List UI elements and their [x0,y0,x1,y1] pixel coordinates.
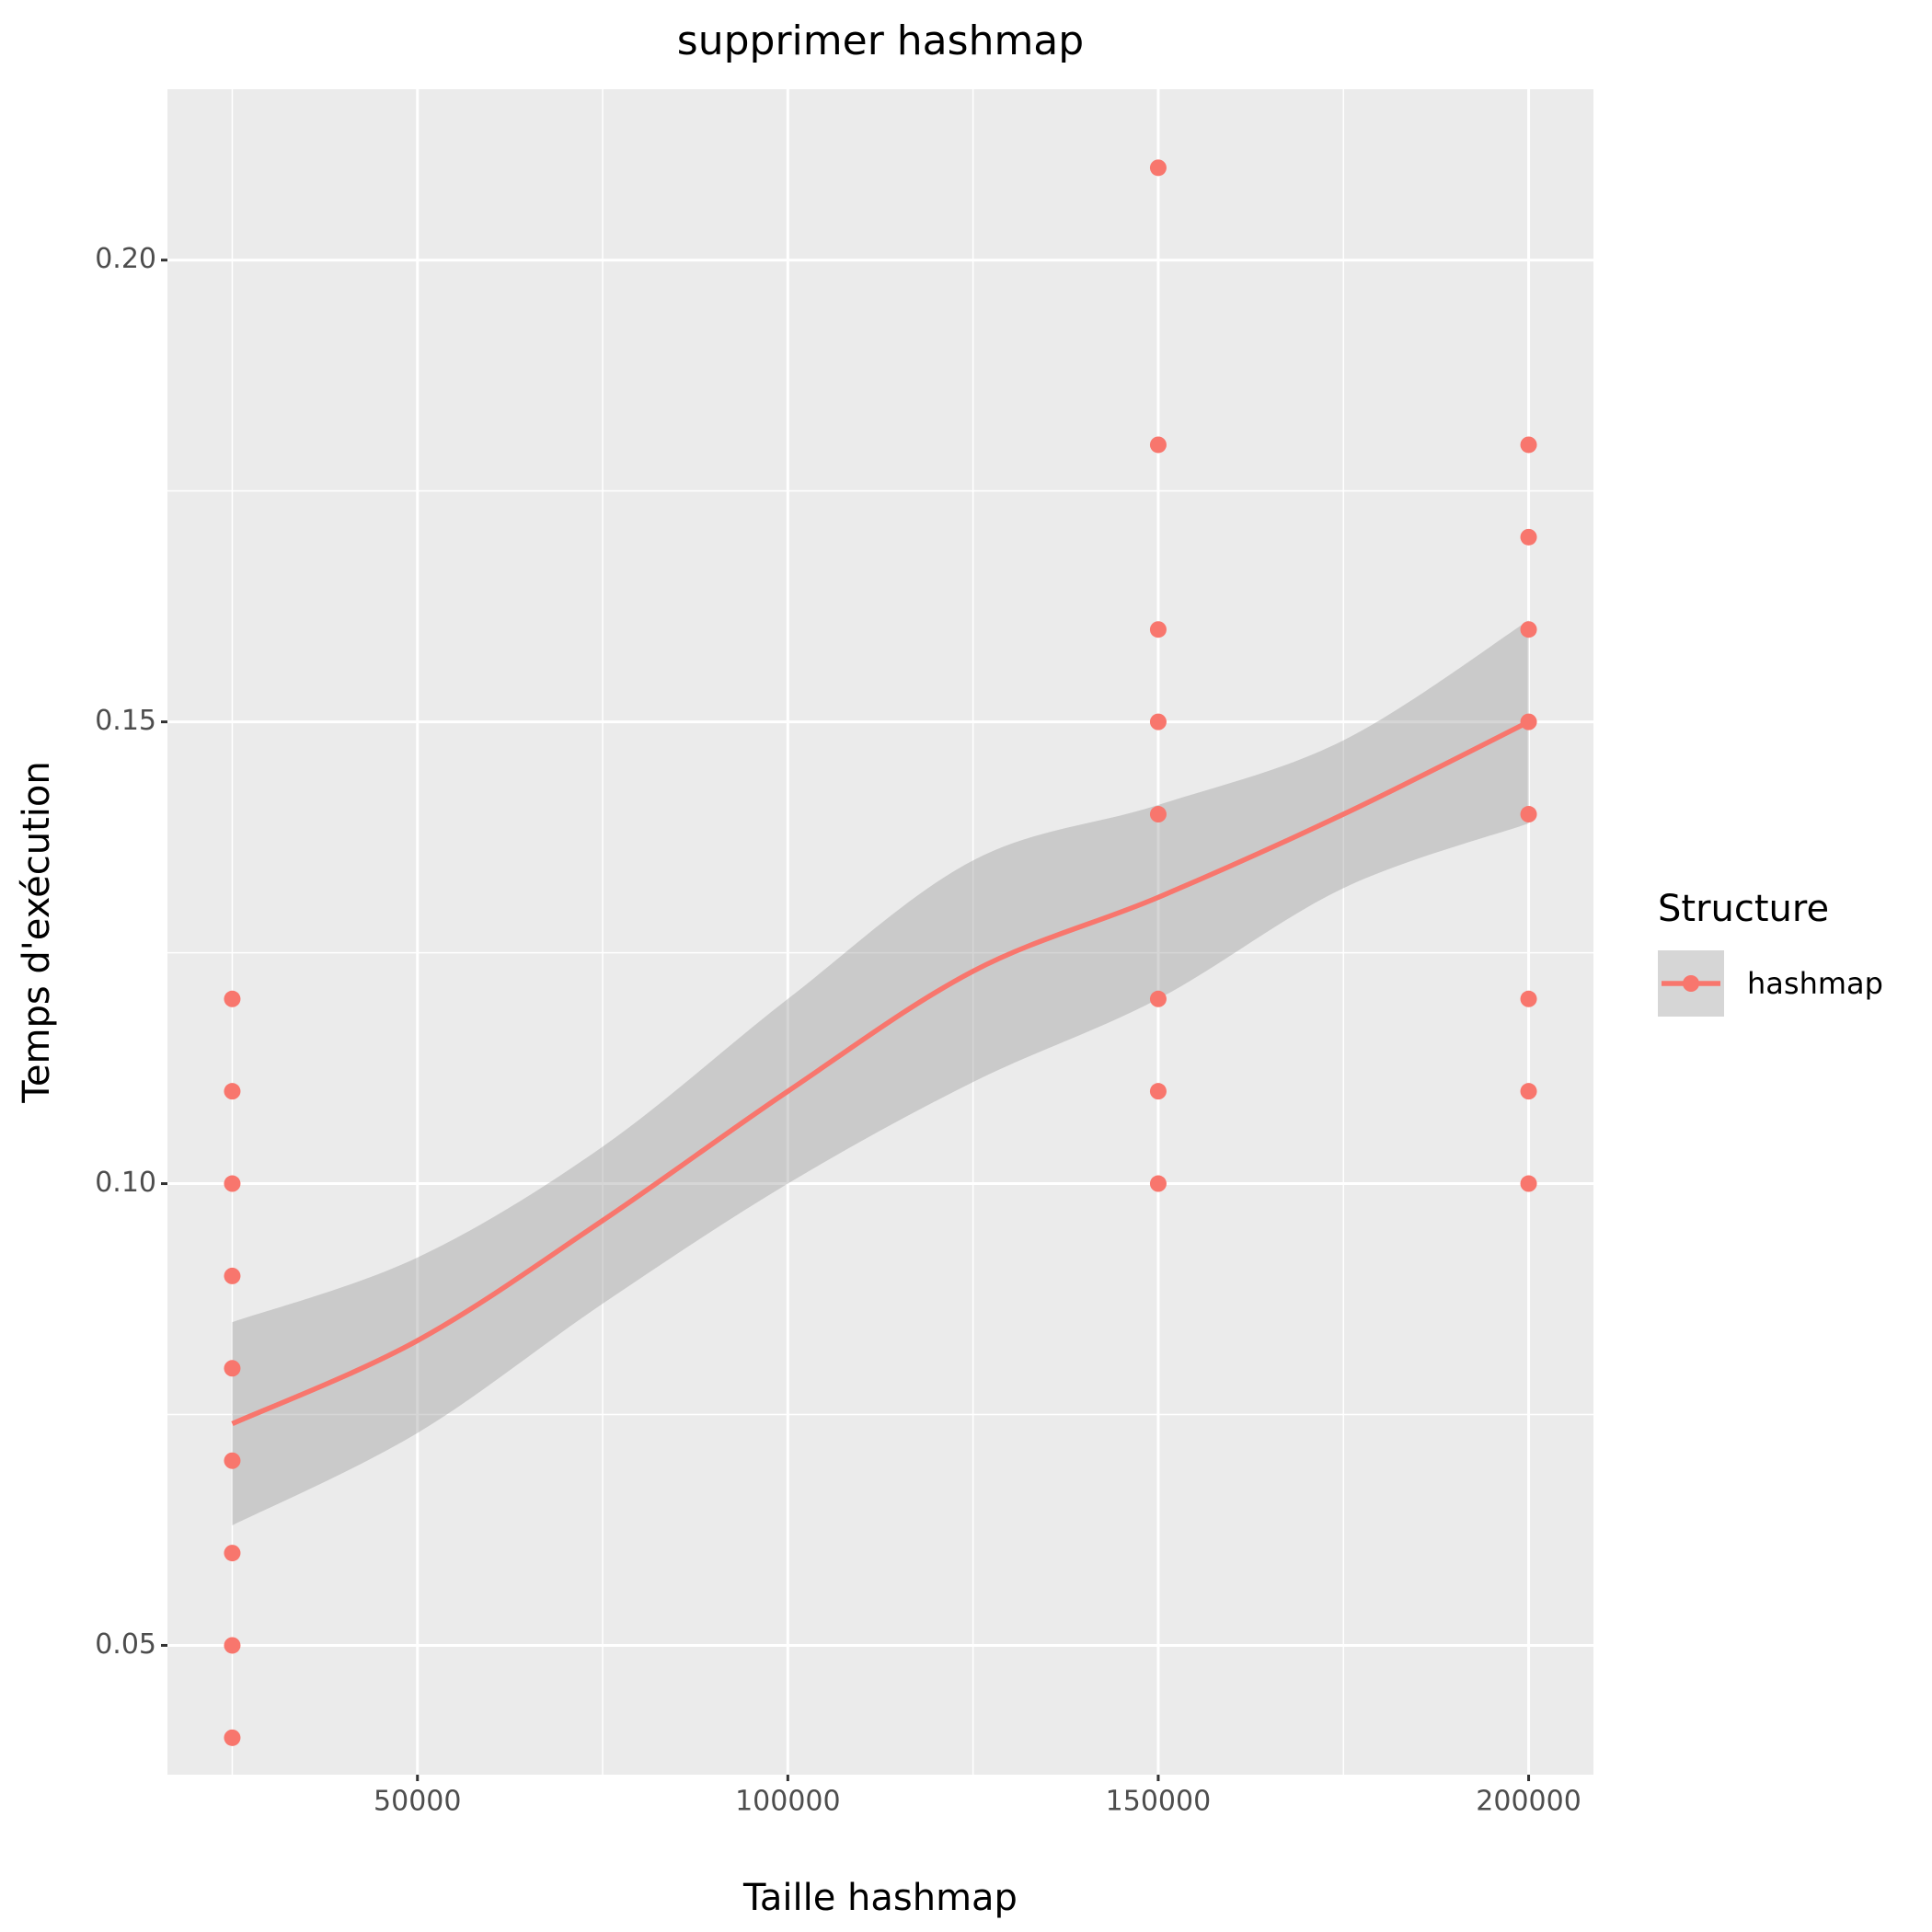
y-tick-label: 0.15 [95,705,156,737]
data-point [224,1083,241,1100]
data-point [224,1545,241,1562]
x-axis-label: Taille hashmap [742,1877,1018,1919]
data-point [224,1360,241,1377]
y-tick-label: 0.05 [95,1628,156,1661]
data-point [1149,1175,1167,1192]
data-point [1520,436,1537,454]
data-point [224,1452,241,1469]
data-point [1520,1175,1537,1192]
y-tick-label: 0.20 [95,243,156,275]
x-tick-label: 150000 [1106,1786,1212,1818]
data-point [224,990,241,1007]
data-point [224,1729,241,1746]
data-point [1149,621,1167,638]
x-tick-label: 50000 [374,1786,461,1818]
data-point [224,1267,241,1284]
data-point [1149,990,1167,1007]
y-tick-label: 0.10 [95,1167,156,1199]
data-point [1520,528,1537,546]
data-point [1149,1083,1167,1100]
data-point [1520,990,1537,1007]
data-point [224,1637,241,1654]
y-axis-label: Temps d'exécution [16,761,58,1103]
chart-title: supprimer hashmap [677,17,1084,64]
legend-label: hashmap [1747,966,1883,1001]
legend-dot [1683,975,1699,992]
smooth-line [231,719,1530,1427]
data-point [1520,806,1537,823]
x-tick-label: 200000 [1476,1786,1581,1818]
data-point [1520,1083,1537,1100]
plot-background [167,89,1593,1775]
data-point [1520,621,1537,638]
data-point [1149,436,1167,454]
data-point [1149,713,1167,730]
data-point [1149,806,1167,823]
legend-title: Structure [1658,888,1829,930]
data-point [1149,159,1167,177]
data-point [224,1175,241,1192]
x-tick-label: 100000 [735,1786,841,1818]
confidence-band [232,620,1529,1525]
